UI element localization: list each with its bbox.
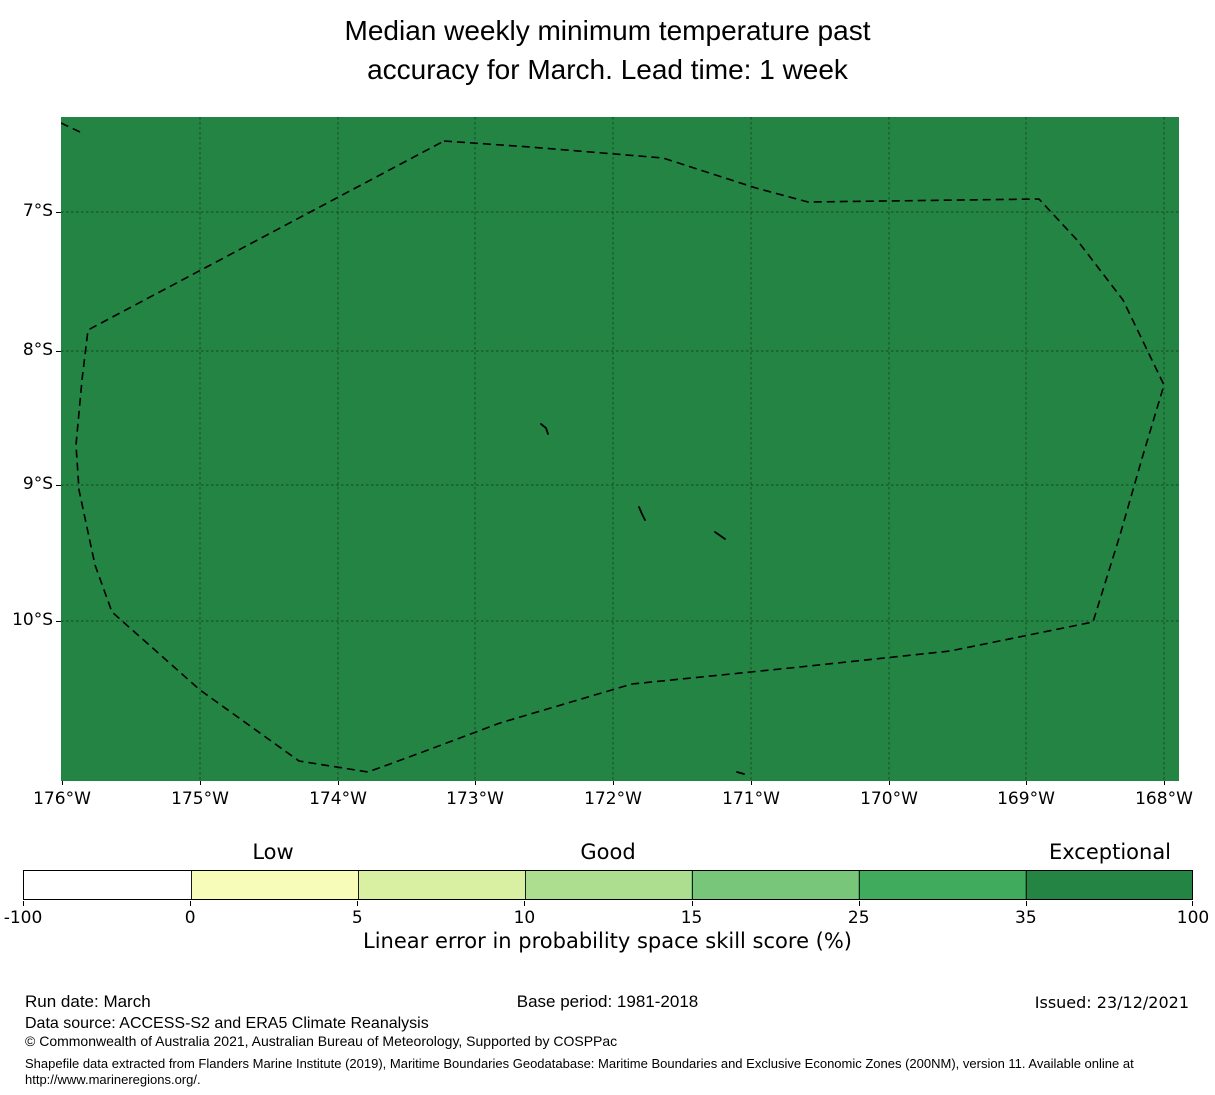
x-tick-label: 168°W <box>1135 789 1193 809</box>
colorbar-divider <box>357 871 359 899</box>
y-tick-mark <box>56 621 61 622</box>
colorbar-divider <box>859 871 861 899</box>
colorbar-segment <box>524 871 692 899</box>
colorbar <box>23 870 1193 900</box>
x-tick-label: 174°W <box>309 789 367 809</box>
island <box>638 506 646 521</box>
colorbar-tick-mark <box>1025 901 1027 906</box>
x-tick-mark <box>338 781 339 785</box>
colorbar-tick-label: 100 <box>1176 908 1210 928</box>
colorbar-divider <box>1026 871 1028 899</box>
island <box>714 531 726 540</box>
issued-date-text: Issued: 23/12/2021 <box>1034 993 1189 1012</box>
x-tick-mark <box>751 781 752 785</box>
title-line-2: accuracy for March. Lead time: 1 week <box>367 54 848 85</box>
y-tick-label: 10°S <box>12 610 53 630</box>
colorbar-tick-label: 5 <box>351 908 363 928</box>
y-tick-mark <box>56 212 61 213</box>
x-tick-label: 176°W <box>33 789 91 809</box>
colorbar-tick-label: 25 <box>847 908 870 928</box>
run-date-text: Run date: March <box>25 992 151 1011</box>
shapefile-attribution: Shapefile data extracted from Flanders M… <box>25 1056 1205 1087</box>
y-tick-label: 8°S <box>22 340 53 360</box>
x-tick-mark <box>1026 781 1027 785</box>
colorbar-tick-label: -100 <box>3 908 43 928</box>
colorbar-tick-mark <box>190 901 192 906</box>
colorbar-segment <box>190 871 358 899</box>
data-source-text: Data source: ACCESS-S2 and ERA5 Climate … <box>25 1015 429 1032</box>
colorbar-tick-mark <box>357 901 359 906</box>
x-tick-mark <box>200 781 201 785</box>
shapefile-line-2: http://www.marineregions.org/. <box>25 1071 201 1087</box>
island <box>540 423 549 435</box>
x-tick-mark <box>475 781 476 785</box>
colorbar-segment <box>858 871 1026 899</box>
colorbar-divider <box>692 871 694 899</box>
x-tick-label: 169°W <box>997 789 1055 809</box>
colorbar-tick-mark <box>858 901 860 906</box>
colorbar-segment <box>691 871 859 899</box>
title-line-1: Median weekly minimum temperature past <box>344 15 871 46</box>
colorbar-axis-label: Linear error in probability space skill … <box>363 929 852 953</box>
colorbar-divider <box>190 871 192 899</box>
colorbar-tick-mark <box>1192 901 1193 906</box>
x-tick-label: 170°W <box>860 789 918 809</box>
map-area <box>60 117 1179 781</box>
colorbar-tick-mark <box>23 901 24 906</box>
x-tick-label: 171°W <box>722 789 780 809</box>
base-period-text: Base period: 1981-2018 <box>516 992 699 1011</box>
colorbar-segment <box>1025 871 1193 899</box>
colorbar-segment <box>24 871 191 899</box>
x-tick-label: 173°W <box>446 789 504 809</box>
eez-boundary <box>75 140 1165 773</box>
x-tick-mark <box>889 781 890 785</box>
x-tick-label: 172°W <box>584 789 642 809</box>
colorbar-segment <box>357 871 525 899</box>
y-tick-label: 7°S <box>22 201 53 221</box>
colorbar-category-label: Low <box>252 840 294 864</box>
y-tick-mark <box>56 351 61 352</box>
colorbar-category-label: Exceptional <box>1048 840 1172 864</box>
island <box>736 771 745 775</box>
shapefile-line-1: Shapefile data extracted from Flanders M… <box>25 1056 1134 1071</box>
x-tick-mark <box>62 781 63 785</box>
copyright-text: © Commonwealth of Australia 2021, Austra… <box>25 1033 618 1049</box>
colorbar-tick-label: 10 <box>513 908 536 928</box>
colorbar-tick-label: 35 <box>1015 908 1037 928</box>
x-tick-label: 175°W <box>171 789 229 809</box>
x-tick-mark <box>613 781 614 785</box>
colorbar-tick-label: 0 <box>184 908 196 928</box>
eez-boundary-fragment <box>60 122 83 134</box>
page-title: Median weekly minimum temperature past a… <box>0 11 1215 89</box>
colorbar-category-label: Good <box>580 840 636 864</box>
y-tick-label: 9°S <box>22 474 53 494</box>
map-svg <box>60 117 1179 781</box>
colorbar-tick-label: 15 <box>680 908 703 928</box>
y-tick-mark <box>56 485 61 486</box>
colorbar-divider <box>524 871 526 899</box>
x-tick-mark <box>1164 781 1165 785</box>
colorbar-tick-mark <box>691 901 693 906</box>
colorbar-tick-mark <box>524 901 526 906</box>
